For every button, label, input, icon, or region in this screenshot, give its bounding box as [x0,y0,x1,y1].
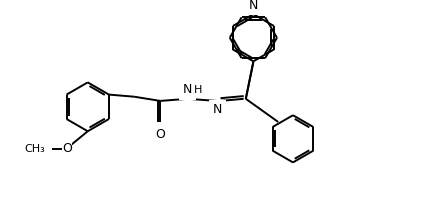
Text: O: O [155,128,165,141]
Text: H: H [194,85,202,95]
Polygon shape [230,17,277,58]
Text: CH₃: CH₃ [25,144,45,154]
Text: N: N [249,0,258,12]
Text: O: O [63,142,73,155]
Text: N: N [183,83,192,96]
Text: N: N [212,104,222,116]
